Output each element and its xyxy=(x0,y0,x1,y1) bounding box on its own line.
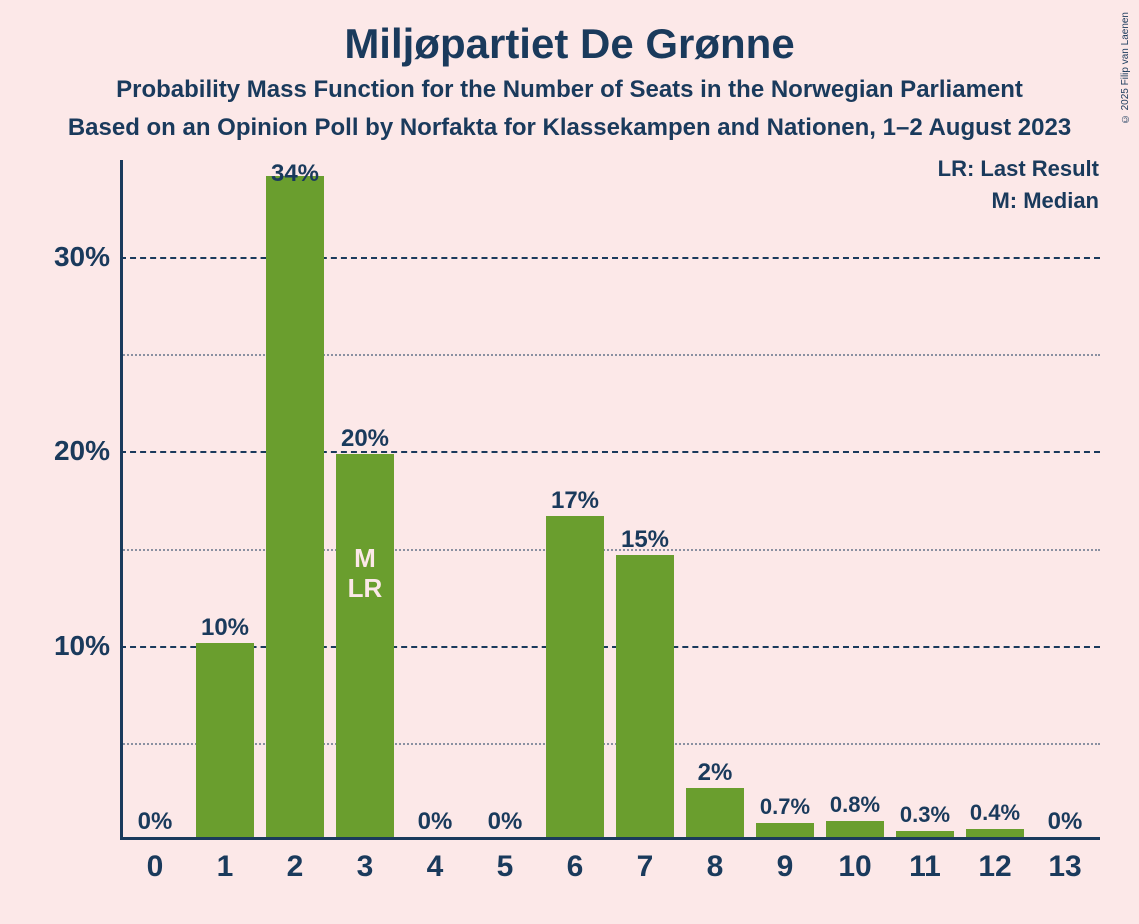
bar xyxy=(266,176,323,837)
bar-value-label: 34% xyxy=(271,160,319,188)
chart-subtitle: Probability Mass Function for the Number… xyxy=(0,76,1139,104)
bar-chart: 10%20%30%0%010%134%2MLR20%30%40%517%615%… xyxy=(120,160,1100,840)
bar-value-label: 0% xyxy=(418,808,453,836)
x-tick-label: 2 xyxy=(287,850,304,884)
bar-value-label: 0.4% xyxy=(970,800,1020,826)
x-tick-label: 1 xyxy=(217,850,234,884)
x-tick-label: 11 xyxy=(909,850,941,884)
x-tick-label: 0 xyxy=(147,850,164,884)
bar xyxy=(756,823,813,837)
bar-value-label: 20% xyxy=(341,425,389,453)
y-axis xyxy=(120,160,123,840)
chart-source: Based on an Opinion Poll by Norfakta for… xyxy=(0,114,1139,142)
x-tick-label: 10 xyxy=(838,850,871,884)
bar xyxy=(826,821,883,837)
bar xyxy=(686,788,743,837)
bar-value-label: 0.3% xyxy=(900,802,950,828)
x-tick-label: 3 xyxy=(357,850,374,884)
bar xyxy=(896,831,953,837)
copyright-text: © 2025 Filip van Laenen xyxy=(1120,12,1131,124)
bar: MLR xyxy=(336,454,393,837)
median-marker: M xyxy=(336,543,393,574)
y-tick-label: 30% xyxy=(54,241,110,273)
plot-area: 10%20%30%0%010%134%2MLR20%30%40%517%615%… xyxy=(120,160,1100,840)
x-tick-label: 8 xyxy=(707,850,724,884)
x-tick-label: 7 xyxy=(637,850,654,884)
x-tick-label: 6 xyxy=(567,850,584,884)
x-tick-label: 5 xyxy=(497,850,514,884)
bar-value-label: 0.8% xyxy=(830,792,880,818)
bar xyxy=(546,516,603,837)
y-tick-label: 20% xyxy=(54,435,110,467)
x-tick-label: 13 xyxy=(1048,850,1081,884)
bar xyxy=(966,829,1023,837)
last-result-marker: LR xyxy=(336,573,393,604)
bar xyxy=(196,643,253,837)
bar-value-label: 15% xyxy=(621,526,669,554)
bar-value-label: 10% xyxy=(201,614,249,642)
bar-value-label: 17% xyxy=(551,487,599,515)
bar-value-label: 0% xyxy=(138,808,173,836)
x-axis xyxy=(120,837,1100,840)
x-tick-label: 12 xyxy=(978,850,1011,884)
x-tick-label: 4 xyxy=(427,850,444,884)
y-tick-label: 10% xyxy=(54,630,110,662)
bar-value-label: 0% xyxy=(1048,808,1083,836)
chart-title: Miljøpartiet De Grønne xyxy=(0,20,1139,68)
bar-value-label: 2% xyxy=(698,759,733,787)
x-tick-label: 9 xyxy=(777,850,794,884)
bar xyxy=(616,555,673,837)
bar-value-label: 0.7% xyxy=(760,794,810,820)
bar-value-label: 0% xyxy=(488,808,523,836)
